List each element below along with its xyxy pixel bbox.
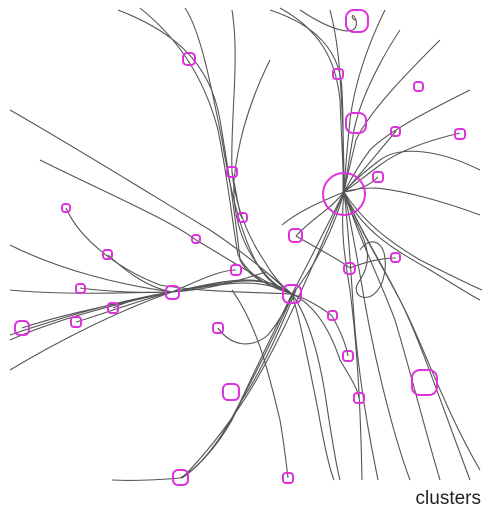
edge	[9, 279, 293, 336]
edge	[291, 293, 360, 399]
cluster-node	[75, 283, 86, 294]
edge	[117, 9, 293, 295]
cluster-node	[413, 81, 424, 92]
cluster-node	[70, 316, 82, 328]
edge	[343, 191, 441, 481]
edge	[343, 29, 401, 193]
edge	[291, 191, 345, 295]
edge	[65, 207, 293, 295]
cluster-node	[390, 252, 401, 263]
edge	[279, 7, 345, 193]
edge	[343, 39, 441, 193]
cluster-node	[182, 52, 196, 66]
cluster-node	[165, 285, 180, 300]
edge-bundles	[9, 7, 483, 481]
caption: clusters	[415, 488, 481, 509]
cluster-node	[322, 172, 366, 216]
cluster-node	[172, 469, 189, 486]
edge	[139, 7, 293, 295]
edge	[9, 280, 293, 371]
cluster-node	[230, 264, 242, 276]
edge	[179, 293, 293, 479]
edge	[217, 293, 293, 345]
cluster-node	[14, 320, 30, 336]
cluster-node	[288, 228, 303, 243]
cluster-node	[327, 310, 338, 321]
cluster-node	[212, 322, 224, 334]
edge	[79, 287, 173, 293]
cluster-node	[345, 9, 369, 33]
cluster-node	[61, 203, 71, 213]
edge	[181, 289, 297, 479]
edge	[342, 191, 363, 481]
cluster-node	[191, 234, 201, 244]
cluster-node	[282, 284, 302, 304]
cluster-node	[237, 212, 248, 223]
edge	[293, 191, 345, 293]
edge	[184, 7, 293, 295]
edge	[343, 191, 483, 291]
cluster-node	[332, 68, 344, 80]
edge	[21, 291, 173, 329]
cluster-node	[343, 262, 356, 275]
edge	[343, 191, 411, 481]
edge	[343, 191, 379, 481]
edge	[343, 187, 481, 216]
cluster-node	[102, 249, 113, 260]
edge	[9, 244, 293, 295]
cluster-node	[226, 166, 238, 178]
edge	[343, 89, 471, 193]
edge	[329, 9, 345, 193]
edge	[291, 293, 341, 481]
edge	[343, 191, 481, 471]
cluster-node	[353, 392, 365, 404]
edge	[343, 191, 471, 481]
edge	[343, 132, 461, 193]
cluster-node	[454, 128, 466, 140]
cluster-nodes	[14, 9, 466, 486]
edge	[299, 9, 357, 32]
cluster-node	[222, 383, 240, 401]
cluster-node	[411, 369, 438, 396]
edge	[75, 291, 173, 323]
cluster-node	[390, 126, 401, 137]
edge	[9, 109, 293, 295]
edge	[343, 191, 481, 301]
edge	[291, 293, 349, 357]
cluster-node	[107, 302, 119, 314]
edge	[281, 191, 345, 226]
cluster-node	[345, 112, 367, 134]
cluster-node	[282, 472, 294, 484]
edge	[295, 191, 345, 237]
edge	[269, 9, 344, 193]
edge	[291, 293, 335, 481]
edge	[231, 289, 289, 479]
cluster-node	[342, 350, 354, 362]
edge	[181, 191, 345, 479]
edge	[231, 171, 244, 219]
cluster-node	[372, 171, 384, 183]
edge	[233, 59, 293, 295]
edge	[343, 191, 386, 298]
edge	[343, 130, 397, 193]
edge	[111, 477, 181, 481]
